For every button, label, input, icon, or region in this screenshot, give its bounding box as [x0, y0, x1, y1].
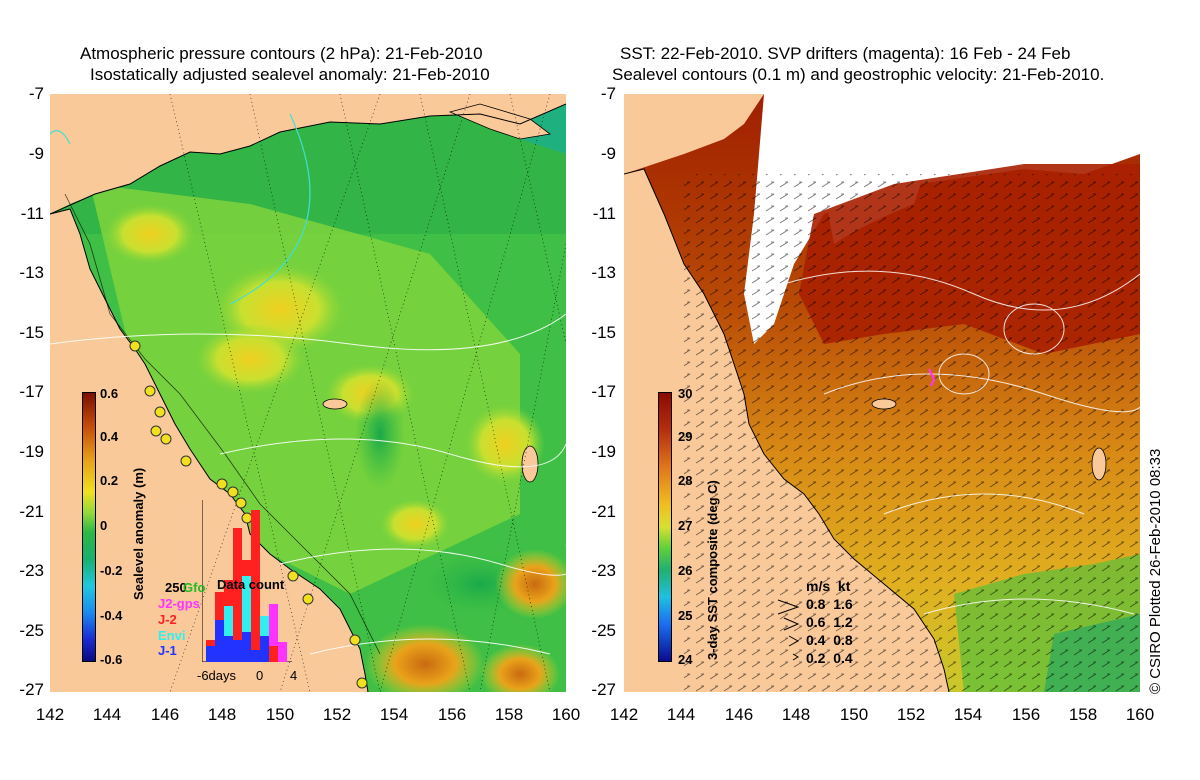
x-tick: 142: [35, 705, 65, 724]
land-australia: [50, 209, 368, 692]
x-tick: 148: [781, 705, 811, 724]
y-tick: -11: [20, 204, 44, 223]
cb-tick: 25: [678, 608, 693, 623]
y-tick: -13: [19, 263, 44, 282]
land-png: [50, 94, 566, 214]
y-tick: -23: [591, 561, 616, 580]
data-count-xlabel: -6days: [197, 668, 237, 683]
sst-colorbar-label: 3-day SST composite (deg C): [705, 480, 720, 660]
y-tick: -7: [28, 84, 44, 103]
cb-tick: 30: [678, 386, 693, 401]
data-count-bars: [201, 500, 292, 663]
y-tick: -25: [19, 621, 44, 640]
y-tick: -11: [592, 204, 616, 223]
arrow-icon: [788, 635, 800, 647]
cb-tick: 29: [678, 429, 693, 444]
y-tick: -17: [19, 382, 44, 401]
x-tick: 154: [379, 705, 409, 724]
y-tick: -15: [591, 323, 616, 342]
sealevel-colorbar: [82, 392, 96, 662]
sst-map: [623, 94, 1145, 693]
x-tick: 160: [1125, 705, 1155, 724]
velocity-legend-row: 0.6 1.2: [806, 614, 853, 630]
x-tick: 158: [1068, 705, 1098, 724]
data-count-title: Data count: [217, 577, 285, 592]
cb-tick: 27: [678, 518, 693, 533]
x-tick: 158: [494, 705, 524, 724]
x-tick: 144: [666, 705, 696, 724]
x-tick: 152: [322, 705, 352, 724]
cb-tick: 0.2: [100, 473, 119, 488]
sat-label-envi: Envi: [158, 628, 186, 643]
arrow-icon: [777, 599, 800, 615]
y-tick: -17: [591, 382, 616, 401]
left-title-line1: Atmospheric pressure contours (2 hPa): 2…: [80, 44, 483, 63]
x-tick: 150: [265, 705, 295, 724]
x-tick: 146: [150, 705, 180, 724]
data-count-max: 250: [165, 580, 187, 595]
left-map: [49, 93, 576, 704]
x-tick: 156: [437, 705, 467, 724]
data-count-chart: [201, 500, 292, 663]
y-tick: -21: [591, 502, 616, 521]
x-tick: 160: [551, 705, 581, 724]
sat-label-j2: J-2: [158, 612, 177, 627]
y-tick: -9: [600, 144, 616, 163]
arrow-icon: [783, 617, 800, 631]
x-tick: 156: [1011, 705, 1041, 724]
sealevel-anomaly-map: [49, 93, 576, 704]
cb-tick: 28: [678, 473, 693, 488]
cb-tick: 0.4: [100, 429, 119, 444]
velocity-legend-header: m/s kt: [806, 578, 851, 594]
y-tick: -7: [600, 84, 616, 103]
x-tick: 152: [896, 705, 926, 724]
velocity-legend-row: 0.8 1.6: [806, 596, 853, 612]
y-tick: -9: [28, 144, 44, 163]
data-count-xlabel: 0: [256, 668, 264, 683]
y-tick: -23: [19, 561, 44, 580]
y-tick: -27: [19, 680, 44, 699]
data-count-xlabel: 4: [290, 668, 298, 683]
right-title-line1: SST: 22-Feb-2010. SVP drifters (magenta)…: [620, 44, 1071, 63]
sat-label-j2gps: J2-gps: [158, 596, 200, 611]
sat-label-gfo: Gfo: [183, 580, 206, 595]
sealevel-colorbar-label: Sealevel anomaly (m): [131, 467, 146, 600]
cb-tick: -0.2: [100, 563, 123, 578]
cb-tick: -0.6: [100, 652, 123, 667]
left-title-line2: Isostatically adjusted sealevel anomaly:…: [90, 65, 490, 84]
velocity-arrow-icons: [777, 599, 800, 661]
svp-drifter-track: [928, 368, 936, 387]
velocity-legend-row: 0.4 0.8: [806, 632, 853, 648]
x-tick: 148: [207, 705, 237, 724]
sat-label-j1: J-1: [158, 643, 177, 658]
cb-tick: 0.6: [100, 386, 119, 401]
right-title-line2: Sealevel contours (0.1 m) and geostrophi…: [612, 65, 1105, 84]
y-tick: -13: [591, 263, 616, 282]
y-tick: -19: [591, 442, 616, 461]
arrow-icon: [792, 653, 799, 661]
cb-tick: 26: [678, 563, 693, 578]
y-tick: -21: [19, 502, 44, 521]
sst-colorbar: [658, 392, 672, 662]
x-tick: 154: [953, 705, 983, 724]
bar-stack: [206, 510, 287, 662]
cb-tick: 0: [100, 518, 108, 533]
y-tick: -27: [591, 680, 616, 699]
x-tick: 142: [609, 705, 639, 724]
x-tick: 146: [724, 705, 754, 724]
copyright-text: © CSIRO Plotted 26-Feb-2010 08:33: [1147, 448, 1164, 694]
y-tick: -25: [591, 621, 616, 640]
x-tick: 144: [92, 705, 122, 724]
x-tick: 150: [839, 705, 869, 724]
cb-tick: 24: [678, 652, 693, 667]
velocity-legend-row: 0.2 0.4: [806, 650, 853, 666]
right-map: [623, 94, 1145, 693]
y-tick: -15: [19, 323, 44, 342]
cb-tick: -0.4: [100, 608, 123, 623]
y-tick: -19: [19, 442, 44, 461]
